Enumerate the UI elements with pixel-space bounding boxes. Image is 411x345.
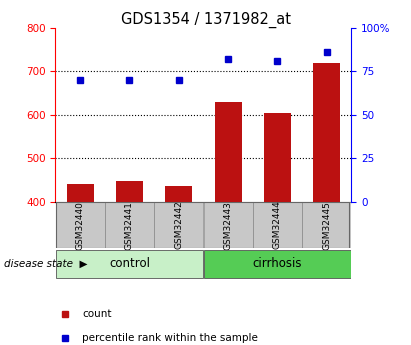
Bar xyxy=(215,102,242,202)
Bar xyxy=(56,202,104,248)
Text: GDS1354 / 1371982_at: GDS1354 / 1371982_at xyxy=(120,12,291,28)
Text: cirrhosis: cirrhosis xyxy=(253,257,302,270)
Bar xyxy=(67,185,94,202)
Text: control: control xyxy=(109,257,150,270)
Text: count: count xyxy=(82,309,112,319)
Text: percentile rank within the sample: percentile rank within the sample xyxy=(82,333,258,343)
Bar xyxy=(313,63,340,202)
Bar xyxy=(253,202,302,248)
Bar xyxy=(155,202,203,248)
Bar xyxy=(204,202,252,248)
Text: GSM32444: GSM32444 xyxy=(273,201,282,249)
Text: GSM32443: GSM32443 xyxy=(224,201,233,249)
Bar xyxy=(302,202,351,248)
Bar xyxy=(56,250,203,278)
Text: GSM32441: GSM32441 xyxy=(125,201,134,249)
Bar xyxy=(105,202,154,248)
Text: GSM32442: GSM32442 xyxy=(174,201,183,249)
Bar xyxy=(116,181,143,202)
Text: GSM32440: GSM32440 xyxy=(76,201,85,249)
Text: GSM32445: GSM32445 xyxy=(322,201,331,249)
Text: disease state  ▶: disease state ▶ xyxy=(4,258,88,268)
Bar xyxy=(165,186,192,202)
Bar xyxy=(204,250,351,278)
Bar xyxy=(264,112,291,202)
